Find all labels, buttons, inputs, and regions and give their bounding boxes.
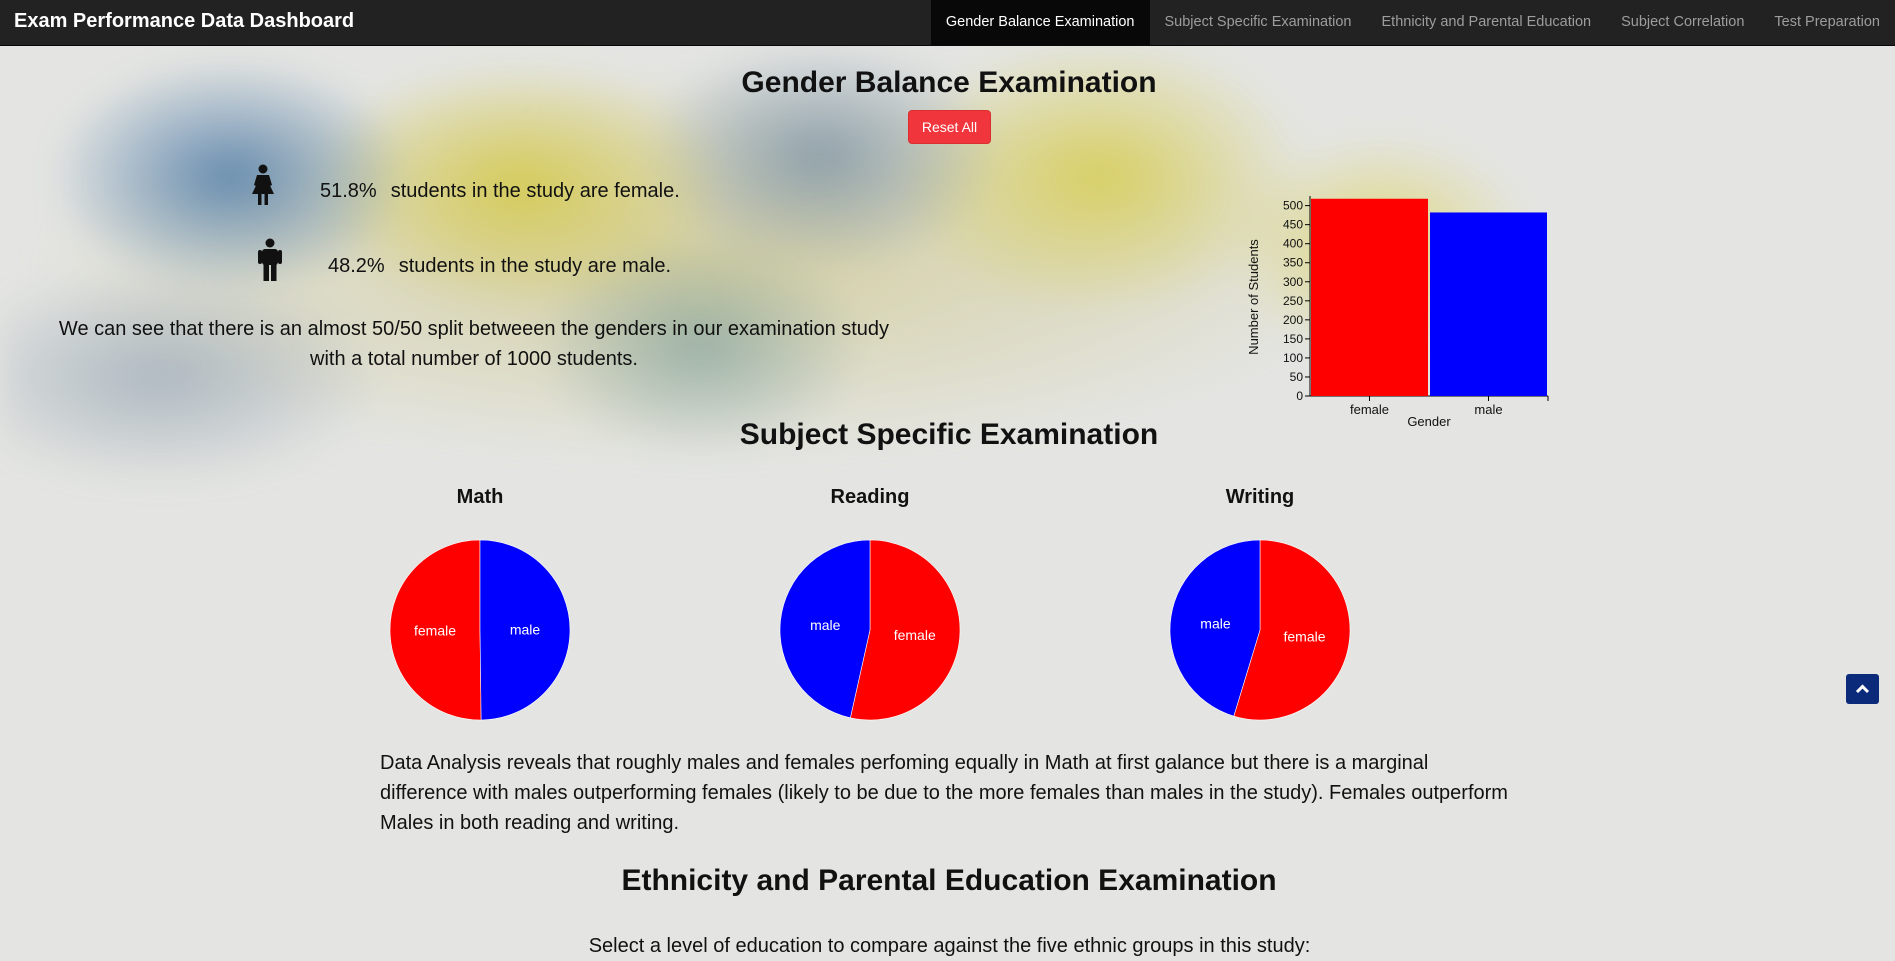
y-tick-label: 250 [1283,294,1303,308]
nav-menu: Gender Balance Examination Subject Speci… [930,0,1895,45]
reading-chart-title: Reading [830,486,910,508]
ethnicity-section-heading: Ethnicity and Parental Education Examina… [621,864,1277,897]
gender-bar-chart: female male 0 50 100 150 200 250 300 350 400 450 500… [1246,196,1549,429]
pie-slice-male[interactable] [1169,539,1261,717]
y-tick-label: 200 [1283,313,1303,327]
bar-female[interactable] [1311,198,1428,396]
pie-slice-male[interactable] [779,539,871,719]
gender-summary: We can see that there is an almost 50/50… [20,314,928,374]
gender-summary-line-1: We can see that there is an almost 50/50… [58,318,890,340]
pie-label-female: female [414,622,456,638]
main-content: Gender Balance Examination Reset All 51.… [0,46,1895,957]
math-chart-title: Math [456,486,504,508]
nav-subject-correlation[interactable]: Subject Correlation [1621,14,1745,30]
y-tick-label: 150 [1283,332,1303,346]
female-stat: 51.8% students in the study are female. [320,180,680,203]
male-percentage: 48.2% [328,255,385,277]
y-tick-label: 400 [1283,237,1303,251]
subject-section-heading: Subject Specific Examination [739,418,1159,451]
pie-label-female: female [1283,629,1325,645]
x-tick-label-female: female [1350,402,1389,417]
y-tick-label: 0 [1296,389,1303,403]
nav-test-preparation[interactable]: Test Preparation [1774,14,1880,30]
female-percentage: 51.8% [320,180,377,202]
blurred-background-image [0,46,1560,556]
scroll-to-top-button[interactable] [1846,674,1879,704]
male-figure-icon [258,238,282,281]
nav-gender-balance[interactable]: Gender Balance Examination [930,0,1150,45]
female-stat-text: students in the study are female. [390,180,680,202]
pie-label-male: male [810,617,841,633]
male-stat: 48.2% students in the study are male. [328,255,671,278]
pie-label-male: male [1200,615,1231,631]
chevron-up-icon [1855,684,1870,694]
writing-chart-title: Writing [1225,486,1295,508]
reading-pie-chart: female male [779,539,961,721]
y-axis-label: Number of Students [1246,239,1261,355]
nav-subject-specific[interactable]: Subject Specific Examination [1164,14,1352,30]
male-stat-text: students in the study are male. [398,255,672,277]
female-figure-icon [252,164,274,205]
pie-label-male: male [510,622,541,638]
app-title: Exam Performance Data Dashboard [14,10,355,32]
x-axis-label: Gender [1407,414,1451,429]
pie-slice-female[interactable] [850,539,961,721]
y-tick-label: 350 [1283,256,1303,270]
ethnicity-prompt: Select a level of education to compare a… [588,935,1311,957]
writing-pie-chart: female male [1169,539,1351,721]
pie-slice-female[interactable] [389,539,482,721]
math-pie-chart: female male [389,539,571,721]
pie-label-female: female [894,627,936,643]
x-tick-label-male: male [1474,402,1502,417]
y-tick-label: 100 [1283,351,1303,365]
pie-slice-female[interactable] [1233,539,1351,721]
y-tick-label: 500 [1283,199,1303,213]
nav-ethnicity-parental-education[interactable]: Ethnicity and Parental Education [1381,14,1592,30]
y-tick-label: 50 [1290,370,1304,384]
gender-section-heading: Gender Balance Examination [741,66,1157,99]
y-tick-label: 450 [1283,218,1303,232]
bar-male[interactable] [1430,212,1547,396]
top-navbar: Exam Performance Data Dashboard Gender B… [0,0,1895,46]
reset-all-button[interactable]: Reset All [908,110,991,144]
y-tick-label: 300 [1283,275,1303,289]
pie-slice-male[interactable] [479,539,571,721]
subject-analysis-text: Data Analysis reveals that roughly males… [380,752,1508,834]
gender-summary-line-2: with a total number of 1000 students. [310,348,638,370]
